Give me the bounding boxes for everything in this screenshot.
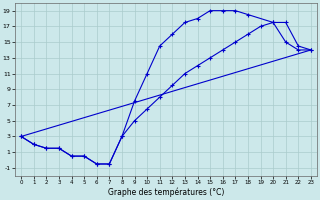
X-axis label: Graphe des températures (°C): Graphe des températures (°C) bbox=[108, 188, 224, 197]
